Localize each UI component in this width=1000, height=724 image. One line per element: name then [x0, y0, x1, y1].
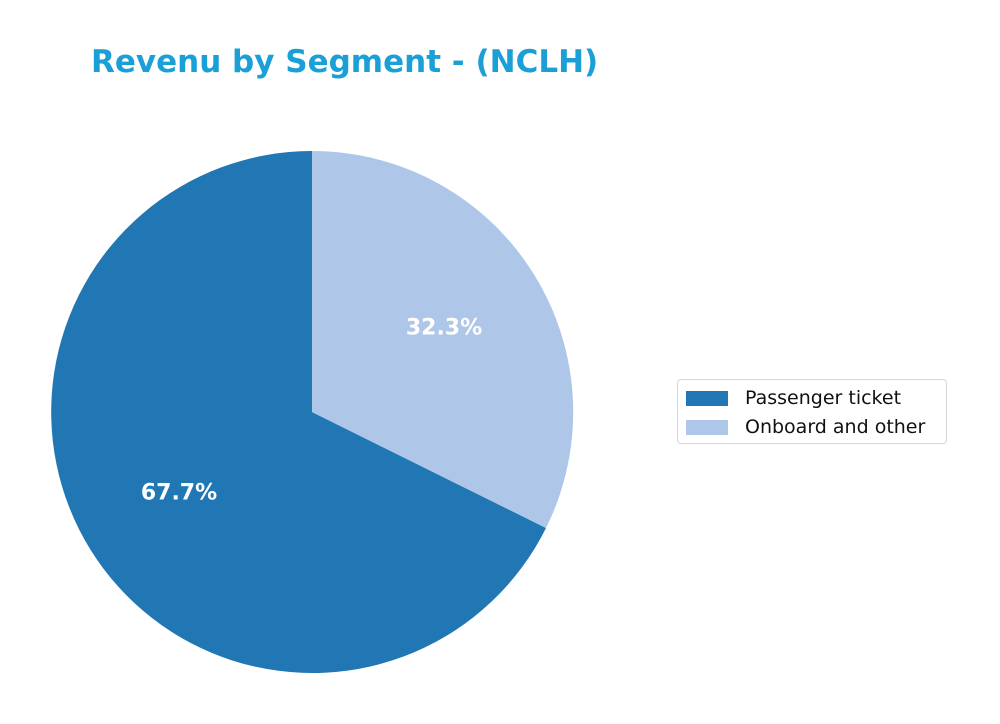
- legend-swatch: [686, 390, 728, 406]
- slice-passenger-ticket: [51, 151, 546, 673]
- slice-label-onboard-and-other: 32.3%: [405, 315, 483, 341]
- slice-label-passenger-ticket: 67.7%: [140, 480, 218, 506]
- chart-title: Revenu by Segment - (NCLH): [91, 44, 599, 80]
- legend-item-passenger-ticket: Passenger ticket: [686, 387, 901, 409]
- legend-item-onboard-and-other: Onboard and other: [686, 416, 925, 438]
- legend-label: Passenger ticket: [745, 387, 902, 409]
- legend-swatch: [686, 419, 728, 435]
- slice-onboard-and-other: [312, 150, 574, 528]
- legend: Passenger ticket Onboard and other: [677, 379, 947, 444]
- legend-label: Onboard and other: [745, 416, 926, 438]
